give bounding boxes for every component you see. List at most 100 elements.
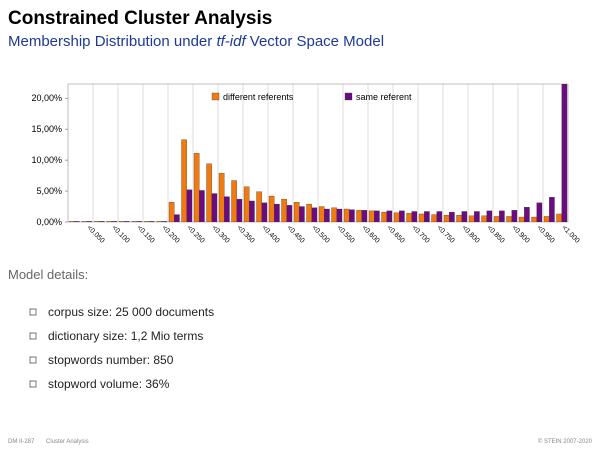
bar xyxy=(436,211,443,222)
x-tick-label: <0.500 xyxy=(310,224,330,244)
bar xyxy=(356,210,362,222)
bar xyxy=(311,207,318,222)
bar xyxy=(549,197,555,222)
x-tick-label: <0.850 xyxy=(485,224,505,244)
bar xyxy=(224,196,230,222)
bar xyxy=(186,189,193,222)
bar xyxy=(199,190,205,222)
details-heading: Model details: xyxy=(8,267,88,282)
bar xyxy=(424,211,430,222)
bar xyxy=(443,215,450,222)
bar xyxy=(543,216,550,222)
bar xyxy=(124,221,130,222)
footer-section: Cluster Analysis xyxy=(46,439,89,445)
bar xyxy=(506,216,512,222)
y-tick-label: 0,00% xyxy=(36,217,62,227)
slide-subtitle: Membership Distribution under tf-idf Vec… xyxy=(8,33,384,50)
bar xyxy=(393,212,400,222)
x-tick-label: <0.550 xyxy=(335,224,355,244)
legend-label: same referent xyxy=(356,92,412,102)
bar xyxy=(206,163,212,222)
detail-item: dictionary size: 1,2 Mio terms xyxy=(48,329,203,343)
bar xyxy=(343,208,350,222)
bar xyxy=(111,221,118,222)
footer-right: © STEIN 2007-2020 xyxy=(538,438,593,445)
bar xyxy=(81,221,87,222)
bar xyxy=(193,153,200,222)
bar xyxy=(74,221,80,222)
bar xyxy=(556,213,562,222)
bar xyxy=(406,213,412,222)
bar xyxy=(256,191,262,222)
bar xyxy=(143,221,150,222)
x-tick-label: <0.250 xyxy=(185,224,205,244)
bar xyxy=(161,221,168,222)
x-tick-label: <0.700 xyxy=(410,224,430,244)
bar xyxy=(486,210,493,222)
subtitle-part: Vector Space Model xyxy=(246,33,384,50)
bar xyxy=(431,214,437,222)
y-tick-label: 20,00% xyxy=(31,93,62,103)
bar xyxy=(331,207,337,222)
subtitle-part: Membership Distribution under xyxy=(8,33,216,50)
bar xyxy=(236,198,243,222)
y-tick-label: 10,00% xyxy=(31,155,62,165)
x-tick-label: <0.050 xyxy=(85,224,105,244)
legend-swatch xyxy=(344,92,353,101)
bar xyxy=(136,221,143,222)
bar xyxy=(86,221,93,222)
bar xyxy=(168,202,175,222)
bar xyxy=(481,215,487,222)
bar xyxy=(468,215,475,222)
x-tick-label: <0.200 xyxy=(160,224,180,244)
bullet xyxy=(29,332,37,340)
bar xyxy=(474,211,480,222)
x-tick-label: <0.900 xyxy=(510,224,530,244)
x-tick-label: <0.150 xyxy=(135,224,155,244)
bar xyxy=(324,208,330,222)
bar xyxy=(281,198,287,222)
bar xyxy=(493,216,500,222)
bar xyxy=(318,206,325,222)
bar xyxy=(106,221,112,222)
legend-swatch xyxy=(211,92,220,101)
x-tick-label: <0.450 xyxy=(285,224,305,244)
bar xyxy=(511,210,518,222)
detail-item: stopwords number: 850 xyxy=(48,353,174,367)
bar xyxy=(131,221,137,222)
bar xyxy=(68,221,75,222)
bar xyxy=(399,210,405,222)
x-tick-label: <0.650 xyxy=(385,224,405,244)
bar xyxy=(268,195,275,222)
y-tick-label: 15,00% xyxy=(31,124,62,134)
bar xyxy=(411,211,418,222)
slide-title: Constrained Cluster Analysis xyxy=(8,8,272,29)
bar xyxy=(368,210,375,222)
bar xyxy=(286,205,293,222)
detail-item: corpus size: 25 000 documents xyxy=(48,305,214,319)
x-tick-label: <0.750 xyxy=(435,224,455,244)
bar xyxy=(243,186,250,222)
bar xyxy=(218,172,225,222)
bar xyxy=(456,215,462,222)
legend-label: different referents xyxy=(223,92,294,102)
bar xyxy=(149,221,155,222)
bar xyxy=(249,200,255,222)
bar xyxy=(374,210,380,222)
bar xyxy=(418,213,425,222)
x-tick-label: <0.950 xyxy=(535,224,555,244)
x-tick-label: <0.100 xyxy=(110,224,130,244)
x-tick-label: <0.400 xyxy=(260,224,280,244)
bar xyxy=(336,208,343,222)
bar xyxy=(531,216,537,222)
x-tick-label: <0.300 xyxy=(210,224,230,244)
bullet xyxy=(29,356,37,364)
bar xyxy=(174,214,180,222)
bullet xyxy=(29,380,37,388)
x-tick-label: <0.600 xyxy=(360,224,380,244)
bar xyxy=(293,202,300,222)
bar xyxy=(518,216,525,222)
bar xyxy=(536,202,543,222)
bar xyxy=(211,193,218,222)
x-tick-label: <0.350 xyxy=(235,224,255,244)
